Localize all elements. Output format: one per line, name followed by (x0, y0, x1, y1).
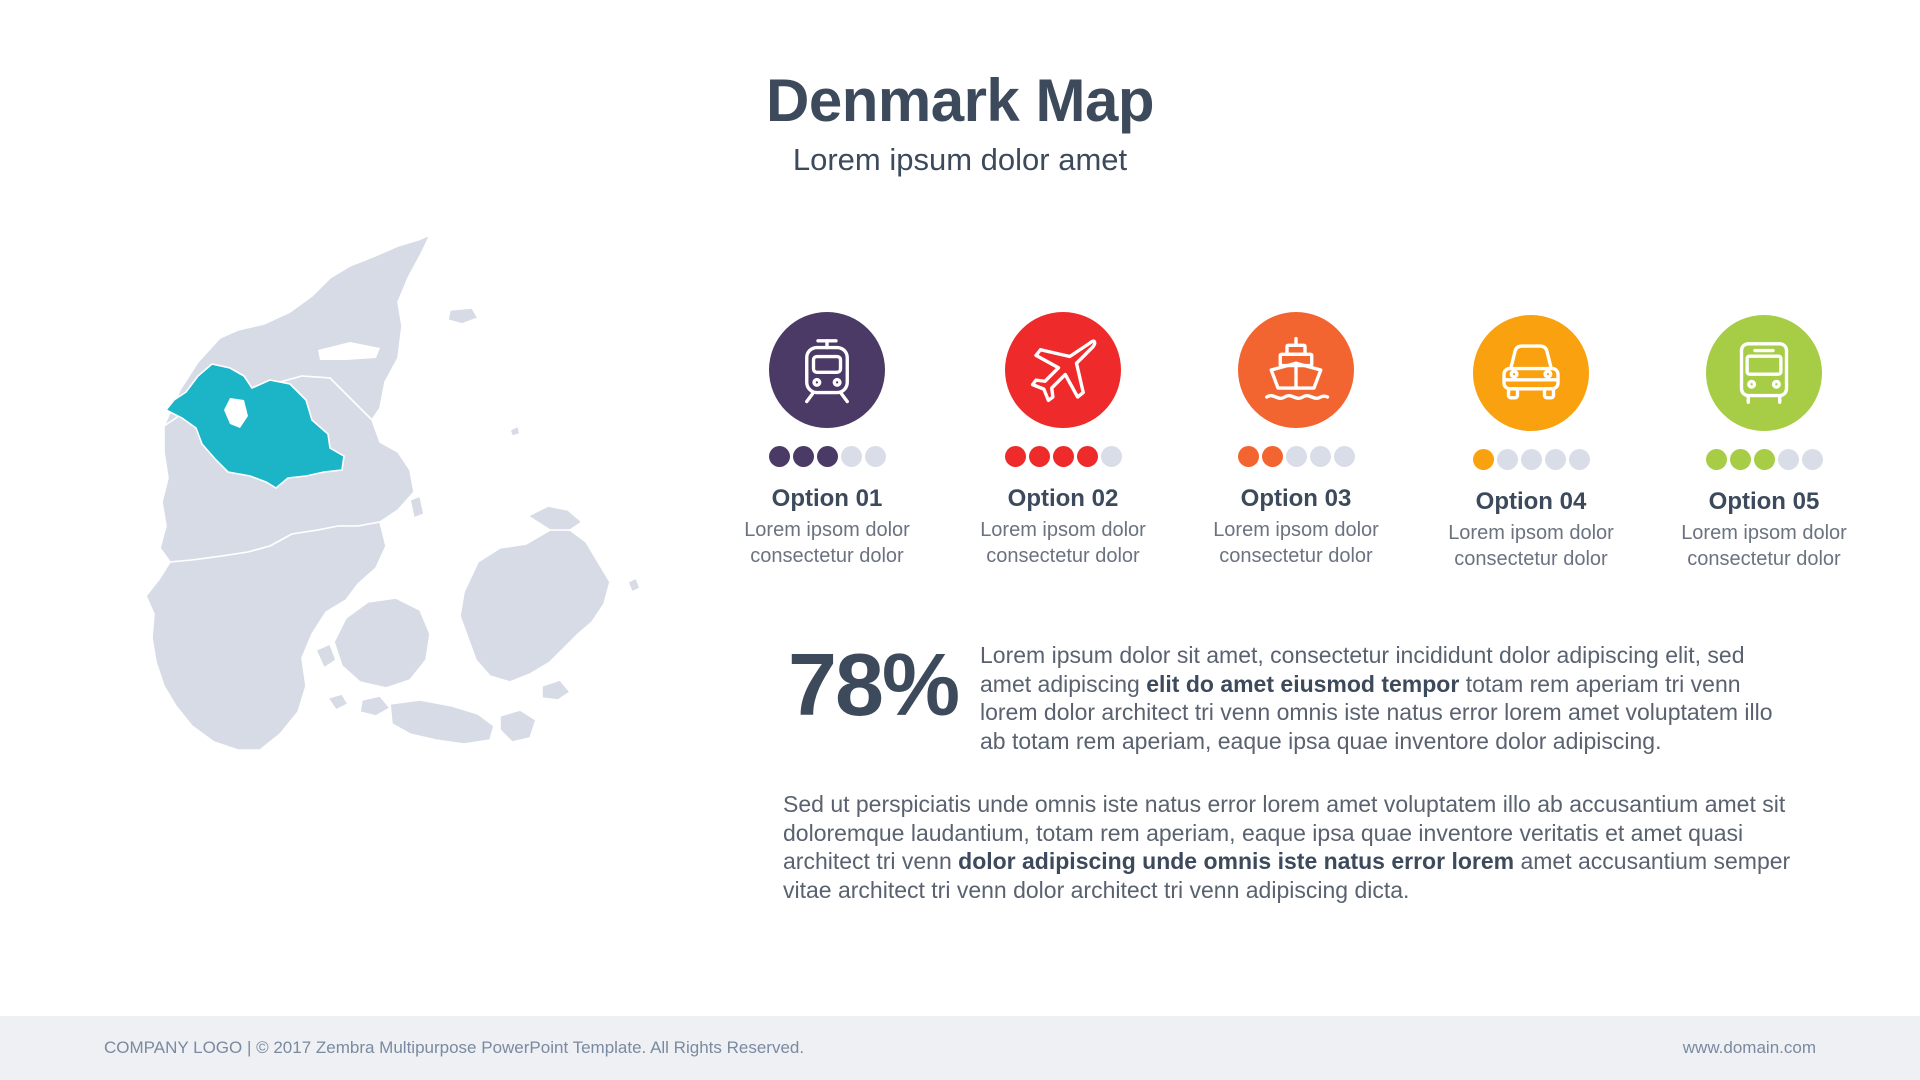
body-text-part-1: Sed ut perspiciatis unde omnis iste natu… (783, 791, 1786, 874)
body-text-part-2: amet accusantium semper vitae architect … (783, 848, 1791, 903)
option-card-3[interactable]: Option 03 Lorem ipsom dolor consectetur … (1181, 312, 1411, 569)
option-1-description: Lorem ipsom dolor consectetur dolor (712, 517, 942, 569)
stat-text-bold: elit do amet eiusmod tempor (1146, 670, 1460, 697)
option-2-desc-line-1: Lorem ipsom dolor (980, 519, 1146, 541)
rating-dot (792, 446, 814, 467)
rating-dot (1753, 449, 1775, 470)
option-5-rating-dots (1649, 449, 1879, 470)
rating-dot (1052, 446, 1074, 467)
footer-copyright: COMPANY LOGO | © 2017 Zembra Multipurpos… (104, 1038, 805, 1057)
rating-dot (816, 446, 838, 467)
option-3-description: Lorem ipsom dolor consectetur dolor (1181, 517, 1411, 569)
option-1-desc-line-2: consectetur dolor (750, 545, 904, 567)
option-1-desc-line-1: Lorem ipsom dolor (744, 519, 910, 541)
option-3-desc-line-2: consectetur dolor (1219, 545, 1373, 567)
option-card-4[interactable]: Option 04 Lorem ipsom dolor consectetur … (1416, 315, 1646, 572)
rating-dot (1544, 449, 1566, 470)
option-3-title: Option 03 (1240, 485, 1352, 512)
ship-icon (1265, 336, 1330, 400)
rating-dot (1496, 449, 1518, 470)
option-2-description: Lorem ipsom dolor consectetur dolor (948, 517, 1178, 569)
rating-dot (1100, 446, 1122, 467)
rating-dot (1801, 449, 1823, 470)
rating-dot (1261, 446, 1283, 467)
option-2-rating-dots (948, 446, 1178, 467)
option-4-rating-dots (1416, 449, 1646, 470)
footer-website-link[interactable]: www.domain.com (1682, 1038, 1816, 1057)
option-3-icon-circle (1238, 312, 1354, 428)
region-south-jutland (145, 521, 387, 751)
rating-dot (1004, 446, 1026, 467)
highlighted-region[interactable] (164, 363, 345, 489)
option-3-rating-dots (1181, 446, 1411, 467)
rating-dot (1568, 449, 1590, 470)
option-5-icon-circle (1706, 315, 1822, 431)
option-4-description: Lorem ipsom dolor consectetur dolor (1416, 520, 1646, 572)
car-icon (1502, 344, 1560, 400)
option-card-1[interactable]: Option 01 Lorem ipsom dolor consectetur … (712, 312, 942, 569)
option-card-5[interactable]: Option 05 Lorem ipsom dolor consectetur … (1649, 315, 1879, 572)
option-4-title: Option 04 (1475, 488, 1587, 515)
rating-dot (1237, 446, 1259, 467)
rating-dot (840, 446, 862, 467)
body-paragraph: Sed ut perspiciatis unde omnis iste natu… (783, 790, 1803, 904)
option-5-desc-line-1: Lorem ipsom dolor (1681, 522, 1847, 544)
option-1-icon-circle (769, 312, 885, 428)
footer-bar: COMPANY LOGO | © 2017 Zembra Multipurpos… (0, 1016, 1920, 1080)
rating-dot (1076, 446, 1098, 467)
page-title: Denmark Map (766, 67, 1154, 134)
option-card-2[interactable]: Option 02 Lorem ipsom dolor consectetur … (948, 312, 1178, 569)
rating-dot (768, 446, 790, 467)
region-funen (333, 597, 431, 689)
stat-percentage: 78% (788, 635, 960, 734)
option-2-title: Option 02 (1007, 485, 1119, 512)
bus-icon (1739, 342, 1789, 404)
option-2-icon-circle (1005, 312, 1121, 428)
option-5-desc-line-2: consectetur dolor (1687, 548, 1841, 570)
rating-dot (1285, 446, 1307, 467)
option-1-rating-dots (712, 446, 942, 467)
rating-dot (1777, 449, 1799, 470)
rating-dot (864, 446, 886, 467)
rating-dot (1472, 449, 1494, 470)
option-3-desc-line-1: Lorem ipsom dolor (1213, 519, 1379, 541)
option-4-icon-circle (1473, 315, 1589, 431)
region-zealand (459, 529, 611, 683)
option-5-title: Option 05 (1708, 488, 1820, 515)
option-4-desc-line-2: consectetur dolor (1454, 548, 1608, 570)
option-4-desc-line-1: Lorem ipsom dolor (1448, 522, 1614, 544)
page-subtitle: Lorem ipsum dolor amet (792, 142, 1128, 177)
rating-dot (1729, 449, 1751, 470)
stat-text-part-2: totam rem aperiam tri venn lorem dolor a… (980, 670, 1773, 754)
option-2-desc-line-2: consectetur dolor (986, 545, 1140, 567)
airplane-icon (1030, 339, 1097, 403)
body-text-bold: dolor adipiscing unde omnis iste natus e… (958, 848, 1515, 874)
stat-text-part-1: Lorem ipsum dolor sit amet, consectetur … (980, 642, 1745, 697)
rating-dot (1705, 449, 1727, 470)
rating-dot (1520, 449, 1542, 470)
tram-icon (805, 339, 849, 404)
stat-description: Lorem ipsum dolor sit amet, consectetur … (980, 641, 1800, 755)
option-5-description: Lorem ipsom dolor consectetur dolor (1649, 520, 1879, 572)
rating-dot (1028, 446, 1050, 467)
rating-dot (1309, 446, 1331, 467)
denmark-map (145, 234, 641, 751)
option-1-title: Option 01 (771, 485, 883, 512)
rating-dot (1333, 446, 1355, 467)
